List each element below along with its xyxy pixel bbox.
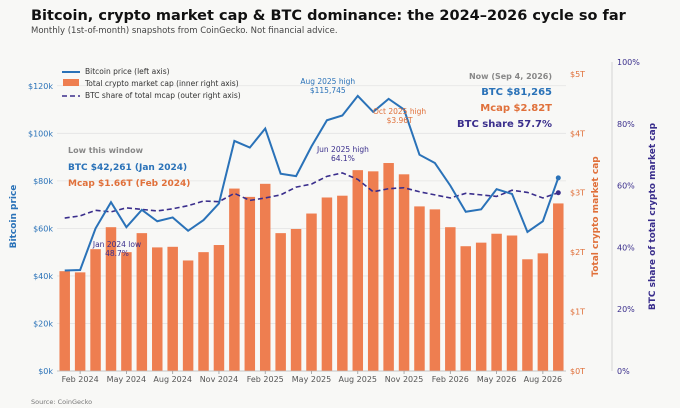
x-tick-label: Aug 2025: [339, 375, 378, 384]
mcap-bar: [491, 233, 502, 371]
share-end-point: [555, 190, 561, 196]
x-tick-label: Feb 2025: [247, 375, 284, 384]
inner-right-tick-label: $1T: [570, 308, 585, 317]
mcap-bar: [105, 227, 117, 371]
mcap-bar: [90, 249, 101, 371]
outer-right-tick-label: 60%: [617, 182, 635, 191]
mcap-bar: [198, 252, 209, 371]
low-box-btc: BTC $42,261 (Jan 2024): [68, 163, 188, 173]
x-tick-label: Aug 2024: [153, 375, 192, 384]
mcap-bar: [522, 259, 533, 371]
x-tick-label: Aug 2026: [524, 375, 563, 384]
oct-high-value: $3.96T: [387, 116, 413, 125]
share-line: [64, 172, 559, 219]
source-note: Source: CoinGecko: [31, 398, 93, 406]
axes: $0k $20k $40k $60k $80k $100k $120k Bitcoin pri…: [9, 58, 658, 384]
aug-high-annotation: Aug 2025 high: [300, 77, 355, 86]
low-box-mcap: Mcap $1.66T (Feb 2024): [68, 179, 191, 189]
x-tick-label: Feb 2024: [62, 375, 99, 384]
outer-right-tick-label: 0%: [617, 367, 630, 376]
mcap-bar: [59, 271, 70, 371]
x-tick-label: Nov 2025: [385, 375, 424, 384]
left-tick-label: $40k: [33, 272, 53, 281]
mcap-bar: [290, 228, 302, 371]
left-axis-label: Bitcoin price: [9, 185, 19, 249]
legend-mcap-swatch: [63, 79, 79, 86]
mcap-bar: [182, 260, 194, 371]
outer-right-tick-label: 40%: [617, 243, 635, 252]
mcap-bar: [321, 197, 333, 371]
inner-right-tick-label: $4T: [570, 129, 585, 138]
mcap-bar: [213, 245, 225, 371]
chart-subtitle: Monthly (1st-of-month) snapshots from Co…: [31, 26, 338, 36]
outer-right-tick-label: 100%: [617, 58, 640, 67]
legend-share-label: BTC share of total mcap (outer right axi…: [85, 91, 241, 100]
left-tick-label: $0k: [38, 367, 53, 376]
mcap-bar: [259, 183, 271, 371]
mcap-bar: [475, 242, 487, 371]
legend-mcap-label: Total crypto market cap (inner right axi…: [85, 79, 239, 88]
aug-high-value: $115,745: [310, 86, 346, 95]
mcap-bar: [352, 170, 364, 371]
x-tick-label: May 2025: [292, 375, 331, 384]
annotations: Aug 2025 high$115,745 Oct 2025 high$3.96T…: [92, 77, 427, 258]
oct-high-annotation: Oct 2025 high: [373, 107, 426, 116]
outer-right-tick-label: 80%: [617, 120, 635, 129]
legend: [62, 71, 80, 97]
inner-right-tick-label: $5T: [570, 70, 585, 79]
low-box-title: Low this window: [68, 146, 144, 155]
outer-right-tick-label: 20%: [617, 305, 635, 314]
mcap-bar: [74, 272, 86, 371]
mcap-bar: [275, 233, 286, 371]
price-end-point: [555, 175, 561, 181]
mcap-bar: [337, 195, 348, 371]
mcap-bar: [460, 246, 471, 371]
mcap-bar: [537, 253, 549, 371]
left-tick-label: $80k: [33, 177, 53, 186]
jun-high-value: 64.1%: [331, 154, 355, 163]
jan-low-annotation: Jan 2024 low: [92, 240, 141, 249]
mcap-bar: [553, 203, 564, 371]
now-box-mcap: Mcap $2.82T: [480, 103, 552, 114]
mcap-bar: [506, 235, 518, 371]
x-tick-label: Feb 2026: [432, 375, 469, 384]
mcap-bar: [136, 233, 148, 371]
now-box-share: BTC share 57.7%: [457, 119, 552, 130]
mcap-bar: [367, 171, 379, 371]
mcap-bar: [414, 206, 425, 371]
x-tick-label: Nov 2024: [200, 375, 239, 384]
now-box-title: Now (Sep 4, 2026): [468, 72, 552, 81]
series-lines: [64, 94, 561, 272]
left-tick-label: $60k: [33, 224, 53, 233]
jun-high-annotation: Jun 2025 high: [316, 145, 369, 154]
mcap-bar: [398, 174, 410, 371]
price-line: [64, 94, 560, 272]
left-tick-label: $100k: [28, 129, 53, 138]
jan-low-value: 48.7%: [105, 249, 129, 258]
inner-right-axis-label: Total crypto market cap: [591, 156, 601, 277]
mcap-bar: [244, 196, 256, 371]
x-tick-label: May 2024: [107, 375, 146, 384]
mcap-bars: [59, 163, 564, 371]
inner-right-tick-label: $0T: [570, 367, 585, 376]
now-box-btc: BTC $81,265: [481, 87, 552, 98]
legend-price-label: Bitcoin price (left axis): [85, 67, 170, 76]
left-tick-label: $120k: [28, 82, 53, 91]
mcap-bar: [229, 188, 240, 371]
chart-title: Bitcoin, crypto market cap & BTC dominan…: [31, 8, 626, 24]
mcap-bar: [383, 163, 394, 371]
mcap-bar: [306, 213, 317, 371]
left-tick-label: $20k: [33, 319, 53, 328]
mcap-bar: [152, 247, 163, 371]
mcap-bar: [429, 209, 441, 371]
x-tick-label: May 2026: [477, 375, 516, 384]
outer-right-axis-label: BTC share of total crypto market cap: [648, 122, 658, 310]
inner-right-tick-label: $2T: [570, 248, 585, 257]
mcap-bar: [121, 252, 132, 371]
mcap-bar: [167, 246, 178, 371]
mcap-bar: [445, 227, 456, 371]
inner-right-tick-label: $3T: [570, 189, 585, 198]
